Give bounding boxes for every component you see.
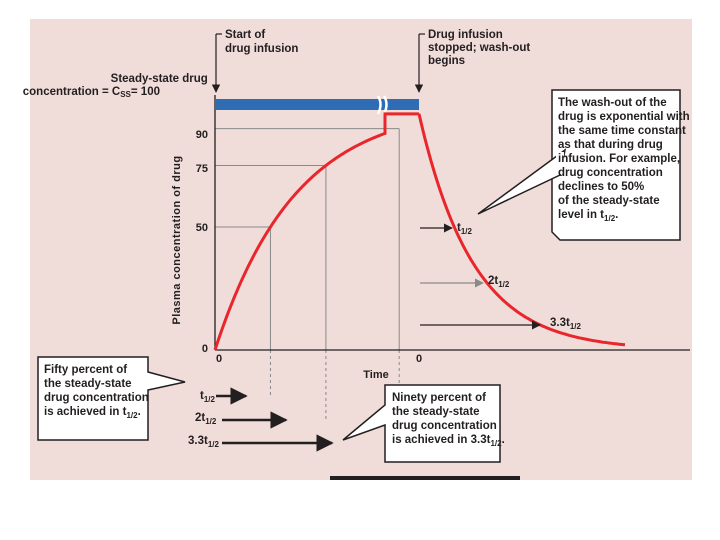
washout-callout: The wash-out of the drug is exponential … bbox=[477, 89, 693, 241]
y-tick-0: 0 bbox=[202, 343, 208, 355]
rise-half-label: t1/2 bbox=[200, 390, 216, 404]
ninety-percent-callout: Ninety percent of the steady-state drug … bbox=[342, 384, 505, 463]
washout-three-three-label: 3.3t1/2 bbox=[550, 317, 582, 331]
start-infusion-label: Start of drug infusion bbox=[225, 29, 298, 55]
washout-half-label: t1/2 bbox=[457, 222, 473, 236]
y-tick-90: 90 bbox=[196, 129, 208, 141]
rise-markers: t1/2 2t1/2 3.3t1/2 bbox=[188, 387, 334, 452]
washout-callout-text: The wash-out of the drug is exponential … bbox=[558, 97, 693, 223]
x-tick-start: 0 bbox=[216, 353, 222, 365]
steady-state-label: Steady-state drug concentration = CSS= 1… bbox=[23, 73, 211, 99]
steady-state-band bbox=[215, 99, 419, 110]
fifty-percent-callout: Fifty percent of the steady-state drug c… bbox=[37, 356, 186, 441]
guide-lines bbox=[215, 128, 400, 443]
washout-curve bbox=[417, 113, 626, 347]
x-tick-stop: 0 bbox=[416, 353, 422, 365]
rise-three-three-label: 3.3t1/2 bbox=[188, 435, 220, 449]
x-axis-title: Time bbox=[363, 369, 388, 381]
infusion-curve bbox=[213, 112, 419, 351]
washout-two-half-label: 2t1/2 bbox=[488, 275, 510, 289]
y-axis-title: Plasma concentration of drug bbox=[171, 155, 183, 324]
washout-markers: t1/2 2t1/2 3.3t1/2 bbox=[420, 222, 582, 331]
stop-infusion-label: Drug infusion stopped; wash-out begins bbox=[428, 29, 533, 67]
rise-two-half-label: 2t1/2 bbox=[195, 412, 217, 426]
fifty-percent-callout-text: Fifty percent of the steady-state drug c… bbox=[44, 364, 152, 420]
bottom-bar bbox=[330, 476, 520, 480]
y-tick-50: 50 bbox=[196, 222, 208, 234]
ninety-percent-callout-text: Ninety percent of the steady-state drug … bbox=[392, 392, 505, 448]
y-tick-75: 75 bbox=[196, 163, 208, 175]
